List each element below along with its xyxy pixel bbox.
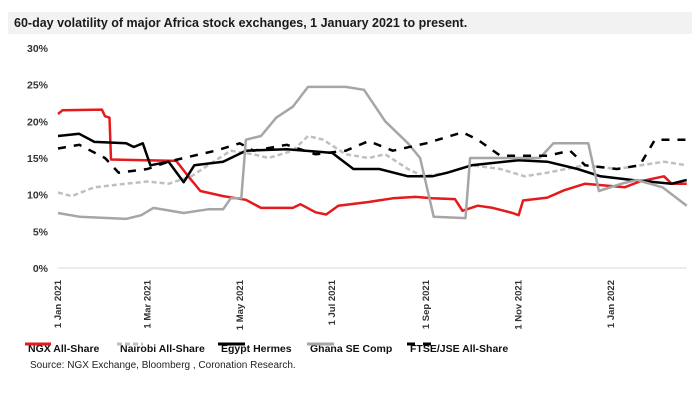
- legend-swatch-nairobi: [117, 342, 143, 346]
- legend-label: Nairobi All-Share: [120, 343, 205, 355]
- x-tick-label: 1 Nov 2021: [514, 279, 525, 329]
- x-tick-label: 1 Mar 2021: [142, 279, 153, 328]
- legend-label: Egypt Hermes: [221, 343, 292, 355]
- y-tick-label: 25%: [27, 80, 49, 92]
- legend-label: FTSE/JSE All-Share: [410, 343, 509, 355]
- title-bar: 60-day volatility of major Africa stock …: [8, 12, 692, 34]
- legend-item-nairobi: Nairobi All-Share: [117, 342, 205, 356]
- legend-swatch-ngx: [25, 342, 51, 346]
- x-tick-label: 1 Sep 2021: [421, 279, 432, 329]
- legend-item-ghana: Ghana SE Comp: [307, 342, 392, 356]
- y-tick-label: 15%: [27, 153, 49, 165]
- legend-item-egypt: Egypt Hermes: [218, 342, 292, 356]
- source-note: Source: NGX Exchange, Bloomberg , Corona…: [30, 360, 296, 371]
- y-tick-label: 10%: [27, 190, 49, 202]
- x-tick-label: 1 Jul 2021: [327, 279, 338, 325]
- legend-swatch-ftse: [407, 342, 433, 346]
- series-line-ftse-jse-all-share: [57, 131, 687, 174]
- y-tick-label: 5%: [33, 226, 49, 238]
- legend-item-ngx: NGX All-Share: [25, 342, 99, 356]
- y-tick-label: 0%: [33, 263, 49, 275]
- legend-label: NGX All-Share: [28, 343, 100, 355]
- series-line-nairobi-all-share: [57, 134, 687, 198]
- x-tick-label: 1 May 2021: [235, 279, 246, 330]
- chart-title: 60-day volatility of major Africa stock …: [14, 16, 468, 30]
- x-tick-label: 1 Jan 2022: [606, 280, 617, 328]
- legend-label: Ghana SE Comp: [310, 343, 393, 355]
- legend-item-ftse: FTSE/JSE All-Share: [407, 342, 508, 356]
- series-line-ngx-all-share: [57, 108, 687, 217]
- y-tick-label: 20%: [27, 116, 49, 128]
- legend-swatch-ghana: [307, 342, 334, 346]
- series-line-ghana-se-comp: [57, 85, 688, 221]
- legend-swatch-egypt: [218, 342, 245, 346]
- x-tick-label: 1 Jan 2021: [53, 279, 64, 328]
- y-tick-label: 30%: [27, 43, 49, 55]
